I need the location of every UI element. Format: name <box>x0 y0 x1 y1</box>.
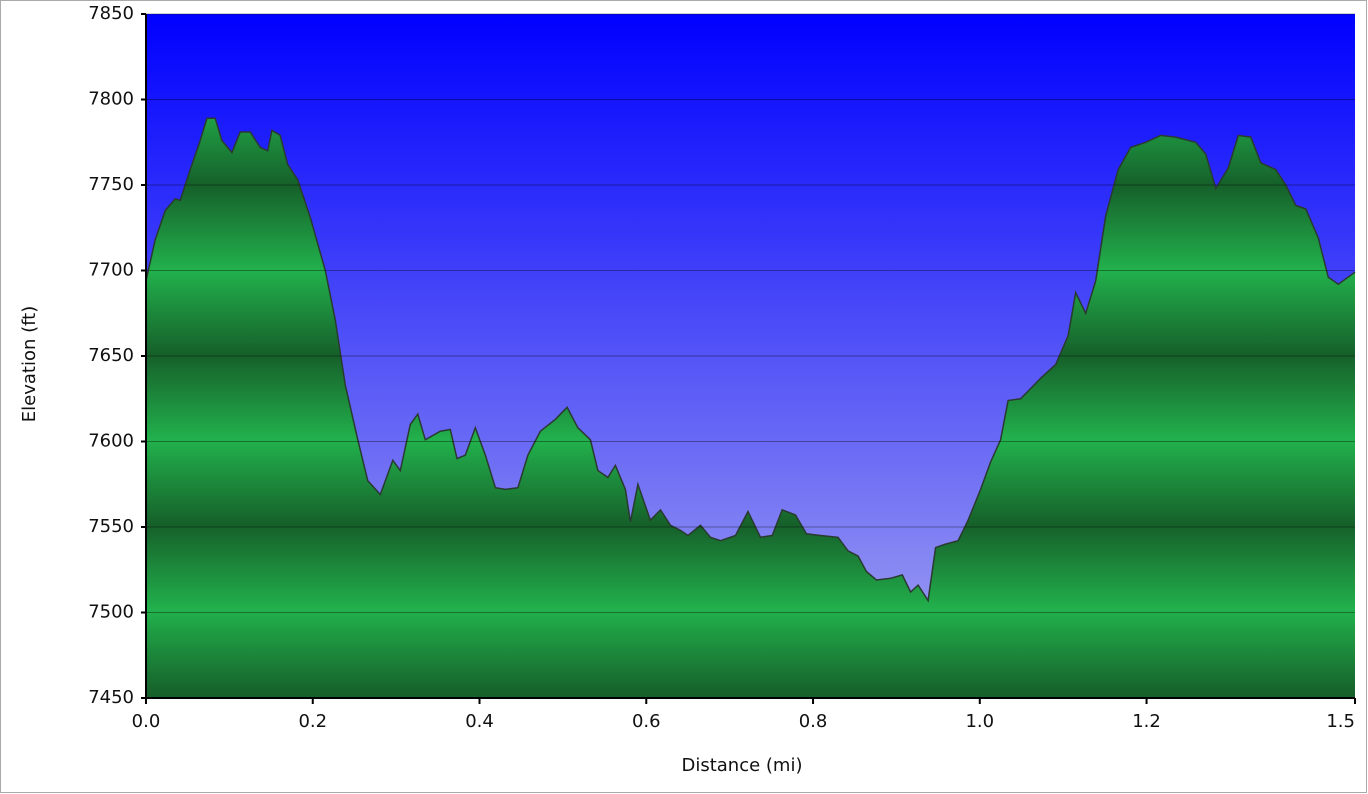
y-tick-label: 7850 <box>88 3 134 24</box>
x-tick-label: 0.8 <box>799 711 828 732</box>
y-tick-label: 7800 <box>88 89 134 110</box>
x-tick-label: 1.5 <box>1326 711 1355 732</box>
y-axis-label: Elevation (ft) <box>19 306 40 422</box>
y-tick-label: 7750 <box>88 174 134 195</box>
elevation-area <box>146 118 1355 699</box>
x-tick-label: 0.6 <box>632 711 661 732</box>
x-axis-label: Distance (mi) <box>681 755 802 776</box>
x-tick-label: 0.2 <box>298 711 327 732</box>
x-tick-label: 1.2 <box>1132 711 1161 732</box>
y-tick-label: 7600 <box>88 431 134 452</box>
y-tick-label: 7550 <box>88 516 134 537</box>
elevation-line <box>145 117 1356 603</box>
y-tick-label: 7650 <box>88 345 134 366</box>
y-tick-label: 7500 <box>88 602 134 623</box>
y-tick-label: 7450 <box>88 687 134 708</box>
y-tick-label: 7700 <box>88 260 134 281</box>
x-tick-label: 0.0 <box>132 711 161 732</box>
x-tick-label: 1.0 <box>965 711 994 732</box>
x-tick-label: 0.4 <box>465 711 494 732</box>
